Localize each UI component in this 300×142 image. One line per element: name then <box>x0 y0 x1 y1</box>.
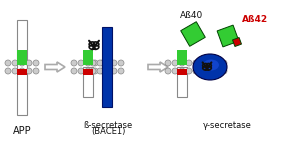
Bar <box>83 69 93 75</box>
Circle shape <box>118 68 124 74</box>
Circle shape <box>5 68 11 74</box>
Circle shape <box>104 60 110 66</box>
Circle shape <box>165 60 171 66</box>
Circle shape <box>193 68 199 74</box>
Circle shape <box>186 60 192 66</box>
Bar <box>17 19 27 114</box>
Circle shape <box>200 68 206 74</box>
Circle shape <box>193 60 199 66</box>
Bar <box>83 50 93 65</box>
Circle shape <box>193 60 199 66</box>
Circle shape <box>193 68 199 74</box>
Circle shape <box>221 60 227 66</box>
Text: γ-secretase: γ-secretase <box>202 121 251 130</box>
Ellipse shape <box>203 59 219 70</box>
Circle shape <box>92 68 98 74</box>
Circle shape <box>33 60 39 66</box>
Circle shape <box>186 68 192 74</box>
Circle shape <box>71 60 77 66</box>
Bar <box>177 69 187 75</box>
Bar <box>177 67 187 97</box>
Circle shape <box>92 60 98 66</box>
Bar <box>102 27 112 107</box>
Circle shape <box>207 68 213 74</box>
Circle shape <box>85 60 91 66</box>
FancyArrow shape <box>148 62 168 72</box>
Polygon shape <box>181 22 205 46</box>
Polygon shape <box>232 37 242 46</box>
Circle shape <box>78 60 84 66</box>
Ellipse shape <box>193 54 227 80</box>
Circle shape <box>85 68 91 74</box>
Polygon shape <box>217 25 239 47</box>
Circle shape <box>12 68 18 74</box>
Circle shape <box>207 60 213 66</box>
Circle shape <box>26 60 32 66</box>
Circle shape <box>78 68 84 74</box>
Circle shape <box>90 60 96 66</box>
Circle shape <box>179 68 185 74</box>
Circle shape <box>214 68 220 74</box>
Circle shape <box>118 60 124 66</box>
Circle shape <box>19 60 25 66</box>
Circle shape <box>33 68 39 74</box>
Bar <box>177 50 187 65</box>
Circle shape <box>71 68 77 74</box>
Circle shape <box>214 60 220 66</box>
Circle shape <box>165 68 171 74</box>
Circle shape <box>5 60 11 66</box>
Text: APP: APP <box>13 126 31 136</box>
Circle shape <box>97 68 103 74</box>
Circle shape <box>200 60 206 66</box>
Circle shape <box>111 60 117 66</box>
Circle shape <box>99 60 105 66</box>
Circle shape <box>19 68 25 74</box>
FancyArrow shape <box>45 62 65 72</box>
Circle shape <box>172 60 178 66</box>
Circle shape <box>97 60 103 66</box>
Circle shape <box>12 60 18 66</box>
Bar <box>17 69 27 75</box>
Circle shape <box>172 68 178 74</box>
Circle shape <box>104 68 110 74</box>
Circle shape <box>99 68 105 74</box>
Text: ß-secretase: ß-secretase <box>83 121 133 130</box>
Circle shape <box>221 68 227 74</box>
Circle shape <box>111 68 117 74</box>
Bar <box>17 50 27 65</box>
Bar <box>83 67 93 97</box>
Text: Aß42: Aß42 <box>242 15 268 24</box>
Text: Aß40: Aß40 <box>180 11 204 20</box>
Circle shape <box>26 68 32 74</box>
Circle shape <box>179 60 185 66</box>
Text: (BACE1): (BACE1) <box>91 127 125 136</box>
Circle shape <box>90 68 96 74</box>
